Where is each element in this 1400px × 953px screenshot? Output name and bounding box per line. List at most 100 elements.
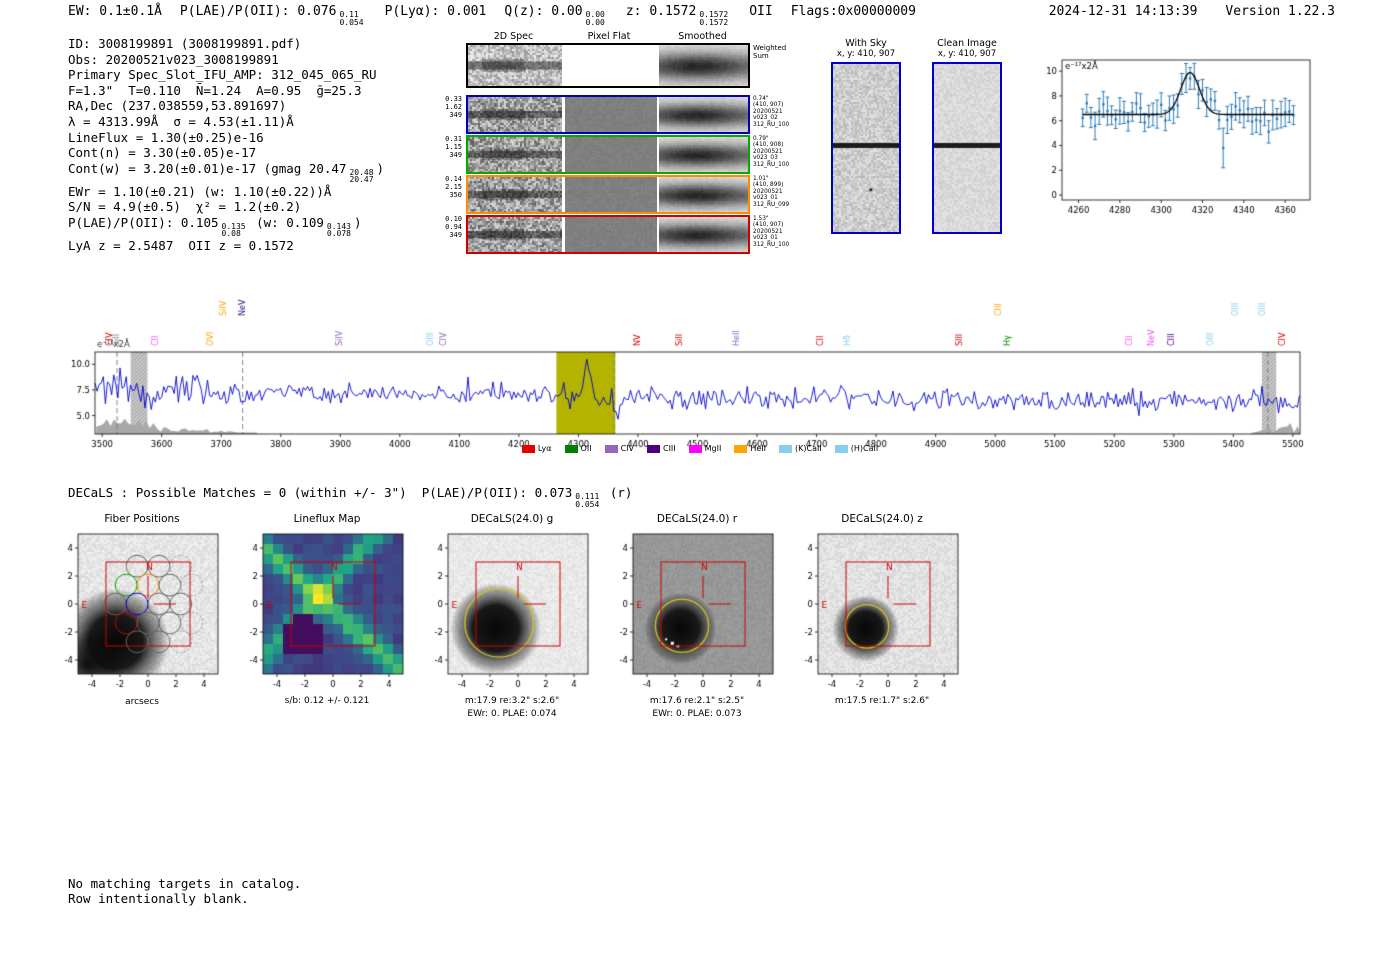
info-line: Obs: 20200521v023_3008199891 (68, 52, 384, 68)
report-timestamp: 2024-12-31 14:13:39 (1048, 4, 1198, 19)
fiber-annotation-line: Sum (753, 52, 769, 60)
detection-info-block: ID: 3008199891 (3008199891.pdf) Obs: 2020… (68, 36, 384, 254)
text-segment: RA,Dec (237.038559,53.891697) (68, 98, 287, 114)
header-segment: Flags:0x00000009 (791, 4, 916, 19)
cutout-image-gray-5 (796, 528, 968, 698)
header-summary: EW: 0.1±0.1Å P(LAE)/P(OII): 0.076 0.11 0.05… (68, 4, 934, 26)
text-segment: LyA z = 2.5487 OII z = 0.1572 (68, 237, 294, 253)
fiber-annotation-line: 20200521 (753, 108, 783, 115)
fiber-weights: 0.14 2.15 350 (434, 175, 462, 199)
sub-value: 0.00 (585, 17, 605, 27)
text-segment: z: 0.1572 (625, 4, 697, 19)
fiber-weights: 0.31 1.15 349 (434, 135, 462, 159)
cutout-title-3: DECaLS(24.0) g (470, 513, 554, 525)
info-line: Cont(n) = 3.30(±0.05)e-17 (68, 145, 384, 161)
header-segment: Q(z): 0.00 0.00 0.00 (504, 4, 608, 26)
sub-value: 0.08 (221, 229, 241, 239)
fiber-annotation-line: (410, 907) (753, 102, 784, 109)
with-sky-image (831, 62, 901, 234)
pixelflat-strip (565, 137, 657, 172)
text-segment: Flags:0x00000009 (790, 4, 916, 19)
spec2d-strip (468, 177, 562, 212)
fiber-annotation-line: 1.01" (753, 176, 769, 182)
sub-value: 20.47 (349, 175, 374, 185)
decals-summary: DECaLS : Possible Matches = 0 (within +/… (68, 485, 632, 508)
spec2d-row (466, 95, 750, 134)
legend-item: (H)CaII (834, 444, 878, 453)
legend-item: Lyα (521, 444, 552, 453)
cutout-image-gray-4 (611, 528, 783, 698)
smoothed-strip (659, 137, 748, 172)
text-segment: F=1.3" T=0.110 N̄=1.24 A=0.95 ḡ=25.3 (68, 82, 362, 98)
text-segment: (w: 0.109 (248, 214, 324, 230)
spec2d-row (466, 135, 750, 174)
fiber-annotation-line: 20200521 (753, 148, 783, 155)
fiber-annotation-line: (410, 907) (753, 222, 784, 229)
with-sky-coords: x, y: 410, 907 (836, 49, 896, 59)
sup-value: 0.135 (221, 221, 246, 231)
text-segment: Primary Spec_Slot_IFU_AMP: 312_045_065_R… (68, 67, 377, 83)
sub-value: 0.054 (339, 17, 364, 27)
spec2d-row (466, 215, 750, 254)
sup-sub-stack: 0.135 0.08 (222, 223, 246, 238)
fiber-annotation-line: (410, 908) (753, 142, 784, 149)
fiber-weight-value: 0.14 (445, 175, 462, 183)
legend-swatch (521, 444, 535, 453)
legend-item: OII (564, 444, 592, 453)
legend-label: HeII (750, 444, 767, 453)
cutout-xlabel: arcsecs (125, 697, 159, 707)
fiber-annotation-line: v023_02 (753, 115, 778, 122)
text-segment: Cont(w) = 3.20(±0.01)e-17 (gmag 20.47 (68, 160, 347, 176)
spec2d-row (466, 43, 750, 88)
sup-sub-stack: 0.11 0.054 (339, 11, 363, 26)
sup-value: 20.48 (349, 167, 374, 177)
info-line: Primary Spec_Slot_IFU_AMP: 312_045_065_R… (68, 67, 384, 83)
cutout-caption: EWr: 0. PLAE: 0.074 (467, 709, 557, 719)
sub-value: 0.1572 (699, 17, 729, 27)
fiber-weight-value: 349 (449, 151, 462, 159)
sup-value: 0.111 (575, 492, 600, 501)
fiber-weight-value: 2.15 (445, 183, 462, 191)
cutout-caption: s/b: 0.12 +/- 0.121 (284, 696, 370, 706)
legend-swatch (646, 444, 660, 453)
sup-sub-stack: 0.143 0.078 (327, 223, 351, 238)
text-segment: ) (376, 160, 385, 176)
text-segment: ID: 3008199891 (3008199891.pdf) (68, 36, 302, 51)
fiber-annotation: 1.01" (410, 899) 20200521 v023_01 312_RU_099 (753, 176, 815, 208)
legend-swatch (688, 444, 702, 453)
text-segment: EWr = 1.10(±0.21) (w: 1.10(±0.22))Å (68, 183, 332, 199)
spec2d-row (466, 175, 750, 214)
legend-label: MgII (704, 444, 722, 453)
sup-sub-stack: 0.111 0.054 (575, 493, 599, 508)
fiber-weights: 0.33 1.62 349 (434, 95, 462, 119)
legend-label: CIII (662, 444, 676, 453)
col-title-smoothed: Smoothed (678, 31, 727, 42)
sup-value: 0.00 (585, 10, 605, 19)
text-segment: LineFlux = 1.30(±0.25)e-16 (68, 129, 264, 145)
cutout-image-lineflux-2 (241, 528, 413, 698)
sup-value: 0.1572 (699, 10, 729, 19)
clean-image (932, 62, 1002, 234)
fiber-annotation: 0.74" (410, 907) 20200521 v023_02 312_RU_100 (753, 96, 815, 128)
text-segment: ) (353, 214, 362, 230)
fiber-annotation-line: 312_RU_100 (753, 241, 790, 248)
fiber-weight-value: 0.33 (445, 95, 462, 103)
fiber-annotation-line: Weighted (753, 44, 787, 52)
footer-line-1: No matching targets in catalog. (68, 876, 302, 891)
info-line: λ = 4313.99Å σ = 4.53(±1.11)Å (68, 114, 384, 130)
smoothed-strip (659, 177, 748, 212)
legend-swatch (604, 444, 618, 453)
pixelflat-strip (565, 217, 657, 252)
text-segment: DECaLS : Possible Matches = 0 (within +/… (68, 485, 573, 500)
legend-label: Lyα (537, 444, 552, 453)
fiber-weight-value: 349 (449, 231, 462, 239)
legend-swatch (834, 444, 848, 453)
header-segment: z: 0.1572 0.1572 0.1572 (625, 4, 731, 26)
sup-sub-stack: 0.00 0.00 (586, 11, 605, 26)
text-segment: Obs: 20200521v023_3008199891 (68, 51, 279, 67)
sub-value: 0.054 (575, 499, 600, 509)
text-segment: S/N = 4.9(±0.5) χ² = 1.2(±0.2) (68, 199, 302, 215)
legend-swatch (564, 444, 578, 453)
spec2d-strip (468, 97, 562, 132)
cutout-image-gray-3 (426, 528, 598, 698)
